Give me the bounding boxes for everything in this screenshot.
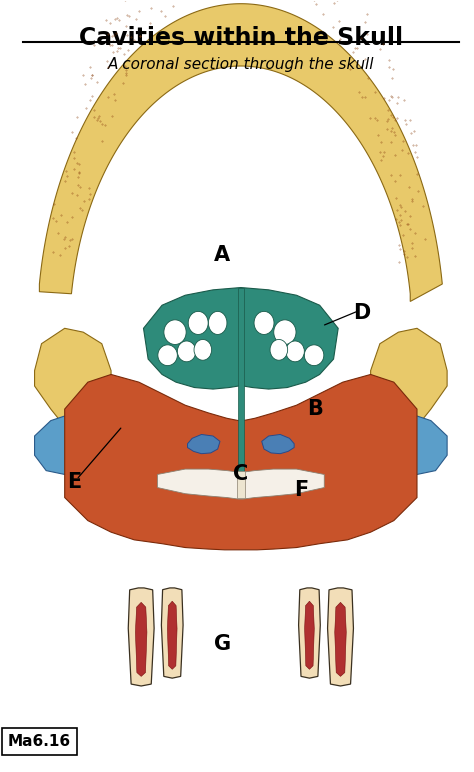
Polygon shape — [262, 435, 294, 454]
Polygon shape — [39, 4, 442, 301]
Text: D: D — [353, 303, 370, 323]
Polygon shape — [328, 588, 354, 686]
Text: F: F — [294, 480, 308, 499]
Text: Cavities within the Skull: Cavities within the Skull — [79, 26, 403, 50]
Polygon shape — [157, 469, 324, 499]
Ellipse shape — [274, 320, 296, 344]
Polygon shape — [64, 374, 417, 550]
Ellipse shape — [158, 345, 177, 366]
Ellipse shape — [209, 311, 227, 334]
Polygon shape — [371, 413, 447, 475]
Polygon shape — [335, 602, 346, 676]
Polygon shape — [237, 471, 245, 497]
Polygon shape — [35, 413, 111, 475]
Text: E: E — [67, 472, 81, 493]
Polygon shape — [161, 588, 183, 678]
Polygon shape — [305, 601, 314, 669]
Ellipse shape — [164, 320, 186, 344]
Polygon shape — [237, 287, 244, 493]
Polygon shape — [299, 588, 320, 678]
Polygon shape — [144, 287, 338, 389]
Text: A: A — [214, 245, 230, 266]
Polygon shape — [188, 435, 220, 454]
Text: C: C — [233, 465, 248, 485]
Ellipse shape — [177, 341, 196, 362]
Ellipse shape — [254, 311, 274, 334]
Ellipse shape — [304, 345, 324, 366]
Polygon shape — [371, 328, 447, 440]
Text: G: G — [214, 634, 231, 654]
Text: Ma6.16: Ma6.16 — [8, 734, 71, 749]
Text: A coronal section through the skull: A coronal section through the skull — [108, 57, 374, 72]
Ellipse shape — [270, 340, 288, 361]
Ellipse shape — [188, 311, 208, 334]
Ellipse shape — [286, 341, 304, 362]
Ellipse shape — [194, 340, 211, 361]
Polygon shape — [35, 328, 111, 440]
Polygon shape — [136, 602, 147, 676]
Text: B: B — [307, 399, 323, 419]
Polygon shape — [167, 601, 177, 669]
Polygon shape — [128, 588, 154, 686]
